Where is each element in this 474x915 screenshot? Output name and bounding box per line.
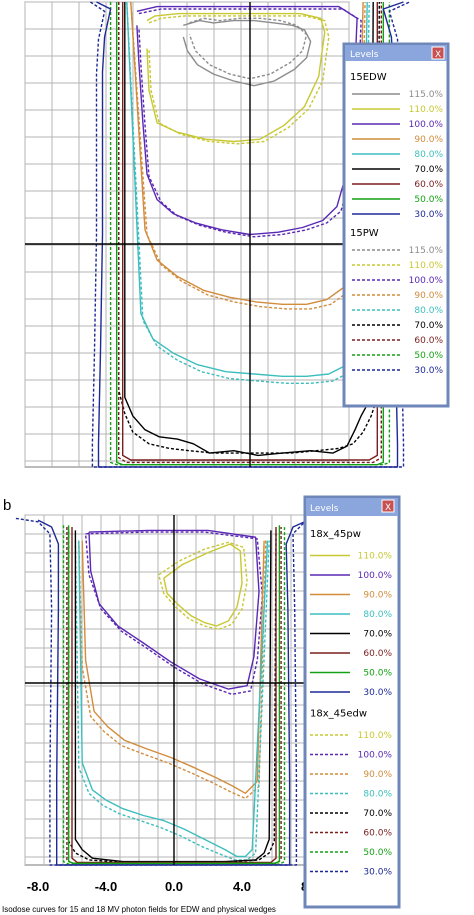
legend-title-bar — [306, 498, 398, 516]
legend-entry-label: 50.0% — [363, 848, 392, 858]
legend-entry-label: 90.0% — [414, 291, 443, 301]
isodose-curve-30-dashed — [15, 517, 328, 866]
isodose-curve-115-dashed — [188, 17, 308, 80]
close-icon[interactable]: X — [435, 50, 441, 60]
legend-group-name: 18x_45edw — [310, 709, 367, 720]
isodose-curve-90-dashed — [78, 540, 267, 800]
legend-entry-label: 60.0% — [414, 336, 443, 346]
legend-entry-label: 110.0% — [409, 261, 444, 271]
isodose-curve-60-dashed — [117, 2, 382, 464]
isodose-curve-70-dashed — [117, 1, 380, 454]
panel-b-beam-axes — [25, 515, 305, 865]
legend-group-name: 18x_45pw — [310, 529, 361, 540]
x-tick-label: -4.0 — [95, 879, 117, 894]
legend-entry-label: 80.0% — [414, 306, 443, 316]
isodose-curve-100-dashed — [138, 8, 362, 238]
legend-entry-label: 90.0% — [363, 591, 392, 601]
legend-entry-label: 60.0% — [363, 829, 392, 839]
legend-entry-label: 50.0% — [414, 351, 443, 361]
isodose-curve-100-solid — [136, 5, 358, 236]
legend-entry-label: 100.0% — [409, 276, 444, 286]
panel-b-label: b — [3, 497, 11, 514]
legend-entry-label: 100.0% — [358, 571, 393, 581]
legend-entry-label: 115.0% — [409, 90, 444, 100]
legend-entry-label: 60.0% — [414, 180, 443, 190]
panel-b-plot: -8.0-4.00.04.08.0 — [15, 514, 328, 894]
panel-a-legend[interactable]: Levels X 15EDW 115.0% 110.0% 100.0% 90.0% 80.… — [342, 42, 450, 408]
legend-entry-label: 100.0% — [358, 751, 393, 761]
legend-entry-label: 110.0% — [409, 105, 444, 115]
isodose-curve-110-solid — [163, 543, 243, 627]
legend-group-name: 15EDW — [350, 72, 387, 83]
panel-b-x-ticks: -8.0-4.00.04.08.0 — [27, 879, 319, 894]
legend-entry-label: 30.0% — [414, 210, 443, 220]
isodose-curve-90-solid — [81, 540, 265, 794]
isodose-curve-110-dashed — [158, 541, 248, 631]
isodose-curve-100-dashed — [84, 531, 264, 695]
legend-entry-label: 50.0% — [363, 669, 392, 679]
legend-entry-label: 30.0% — [363, 688, 392, 698]
isodose-curve-80-solid — [78, 540, 269, 858]
isodose-curve-110-dashed — [148, 15, 330, 145]
panel-b-legend[interactable]: Levels X 18x_45pw 110.0% 100.0% 90.0% 80.0% 7… — [303, 495, 401, 909]
legend-title: Levels — [350, 50, 379, 60]
panel-a-beam-axes — [25, 2, 349, 467]
x-tick-label: 4.0 — [233, 879, 251, 894]
isodose-curve-100-solid — [88, 529, 260, 690]
legend-entry-label: 70.0% — [363, 809, 392, 819]
legend-title: Levels — [310, 504, 339, 514]
legend-entry-label: 110.0% — [358, 731, 393, 741]
legend-title-bar — [345, 45, 447, 61]
legend-items: 18x_45pw 110.0% 100.0% 90.0% 80.0% 70.0% 60.0%… — [310, 529, 392, 878]
legend-entry-label: 115.0% — [409, 246, 444, 256]
legend-entry-label: 100.0% — [409, 120, 444, 130]
close-icon[interactable]: X — [385, 503, 391, 513]
figure-caption: Isodose curves for 15 and 18 MV photon f… — [2, 905, 276, 914]
isodose-curve-115-solid — [182, 19, 312, 87]
legend-entry-label: 70.0% — [363, 630, 392, 640]
legend-entry-label: 70.0% — [414, 165, 443, 175]
legend-entry-label: 50.0% — [414, 195, 443, 205]
legend-close-button[interactable] — [431, 46, 445, 60]
isodose-curve-70-dashed — [67, 530, 277, 864]
legend-items: 15EDW 115.0% 110.0% 100.0% 90.0% 80.0% 70.0% 60… — [350, 72, 443, 376]
legend-entry-label: 90.0% — [363, 770, 392, 780]
isodose-curve-30-solid — [37, 519, 309, 866]
isodose-curve-80-dashed — [74, 540, 270, 861]
legend-entry-label: 30.0% — [363, 868, 392, 878]
legend-entry-label: 80.0% — [363, 610, 392, 620]
x-tick-label: -8.0 — [27, 879, 49, 894]
legend-entry-label: 80.0% — [414, 150, 443, 160]
legend-entry-label: 60.0% — [363, 649, 392, 659]
legend-frame — [303, 495, 401, 909]
legend-frame — [342, 42, 450, 408]
legend-group-name: 15PW — [350, 228, 379, 239]
legend-entry-label: 30.0% — [414, 366, 443, 376]
legend-entry-label: 70.0% — [414, 321, 443, 331]
legend-entry-label: 90.0% — [414, 135, 443, 145]
legend-entry-label: 110.0% — [358, 552, 393, 562]
legend-close-button[interactable] — [381, 499, 395, 513]
legend-entry-label: 80.0% — [363, 790, 392, 800]
x-tick-label: 0.0 — [165, 879, 183, 894]
